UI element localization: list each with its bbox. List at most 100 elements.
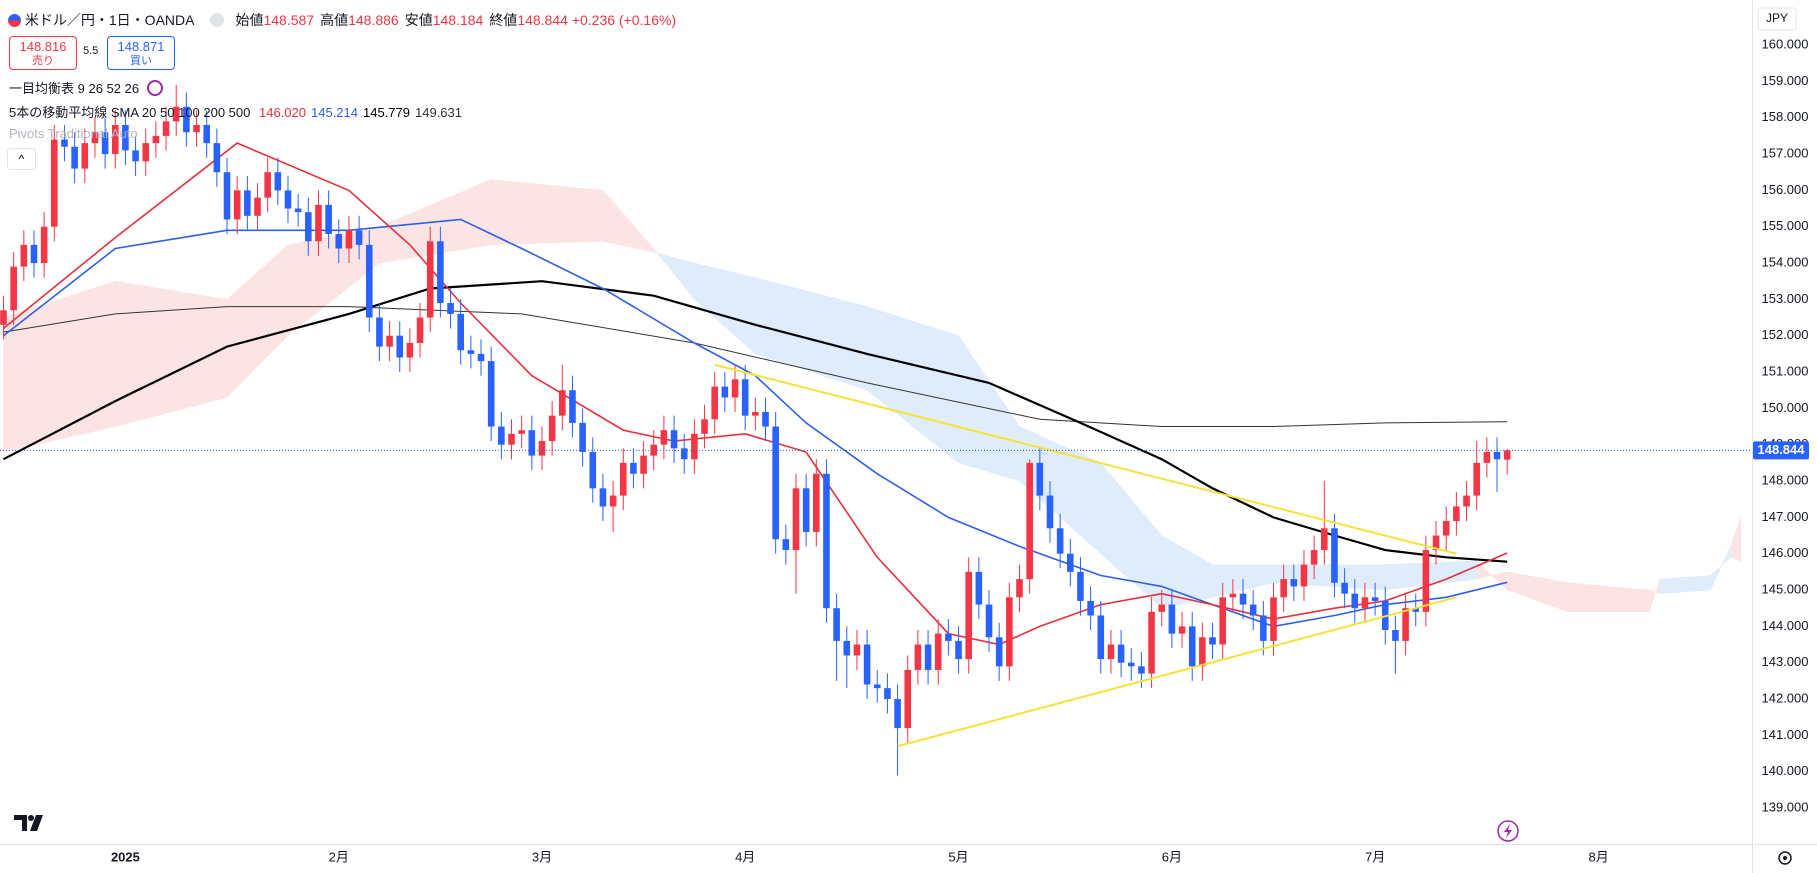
candle-body <box>691 433 698 460</box>
y-tick-label: 157.000 <box>1762 145 1809 160</box>
candle-body <box>1463 495 1470 507</box>
candle-body <box>853 644 861 656</box>
moving-average-line <box>2 280 1508 563</box>
candle-body <box>924 644 932 670</box>
candle-body <box>254 197 261 216</box>
ohlc-label: 安値 <box>404 12 433 28</box>
candle-body <box>345 230 353 249</box>
indicator-pivots[interactable]: Pivots Traditional Auto <box>9 126 138 141</box>
candle-body <box>508 433 515 445</box>
last-price-label: 148.844 <box>1758 442 1806 457</box>
candle-body <box>741 379 749 416</box>
candle-body <box>0 310 7 325</box>
candle-body <box>122 124 129 151</box>
candle-body <box>1168 604 1176 634</box>
refresh-icon[interactable] <box>146 80 163 96</box>
candle-body <box>1199 637 1206 667</box>
candle-body <box>193 124 200 133</box>
y-tick-label: 158.000 <box>1762 109 1809 124</box>
candle-body <box>1300 564 1308 587</box>
candle-body <box>589 451 597 489</box>
sell-price: 148.816 <box>19 39 67 54</box>
currency-box[interactable] <box>1757 7 1797 31</box>
y-tick-label: 155.000 <box>1762 218 1809 233</box>
candle-body <box>945 633 952 641</box>
spread: 5.5 <box>83 45 99 57</box>
buy-price: 148.871 <box>117 39 165 54</box>
candle-body <box>1310 550 1318 565</box>
collapse-button[interactable]: ^ <box>7 148 36 170</box>
x-tick-label: 7月 <box>1365 849 1385 864</box>
plot-area <box>0 85 1752 776</box>
candle-body <box>1026 462 1033 580</box>
candle-body <box>213 143 221 173</box>
candle-body <box>843 640 851 656</box>
candle-body <box>1392 630 1399 641</box>
candle-body <box>1432 535 1440 551</box>
candle-body <box>1503 450 1511 460</box>
y-tick-label: 143.000 <box>1762 654 1809 669</box>
candle-body <box>1341 582 1348 594</box>
candle-body <box>20 244 28 267</box>
candle-body <box>1067 553 1074 572</box>
candle-body <box>1331 528 1338 583</box>
candle-body <box>51 139 58 227</box>
candle-body <box>975 571 983 605</box>
candle-body <box>1270 597 1277 641</box>
candle-body <box>172 106 180 122</box>
symbol[interactable]: 米ドル／円・1日・OANDA <box>24 12 194 28</box>
candle-body <box>30 244 38 264</box>
buy-button[interactable]: 148.871 買い <box>107 36 175 70</box>
cloud-segment <box>755 277 868 391</box>
candle-body <box>1402 608 1409 641</box>
candle-body <box>71 146 78 169</box>
candle-body <box>873 684 881 689</box>
candle-body <box>274 172 282 191</box>
cloud-segment <box>1273 564 1386 591</box>
cloud-segment <box>1161 535 1213 609</box>
candle-body <box>1453 506 1460 522</box>
candle-body <box>1351 593 1359 609</box>
candle-body <box>701 419 708 434</box>
candle-body <box>1239 593 1247 605</box>
candle-body <box>995 637 1003 667</box>
candle-body <box>914 644 922 670</box>
candle-body <box>467 350 475 354</box>
indicator-name: 一目均衡表 <box>9 81 75 96</box>
candle-body <box>1473 462 1480 496</box>
sell-button[interactable]: 148.816 売り <box>9 36 77 70</box>
candle-body <box>162 121 170 136</box>
candle-body <box>376 317 383 347</box>
candle-body <box>1158 604 1166 612</box>
candle-body <box>548 415 556 442</box>
candle-body <box>569 390 576 423</box>
indicator-sma[interactable]: 5本の移動平均線 SMA 20 50 100 200 500 146.020 14… <box>9 102 462 121</box>
y-tick-label: 153.000 <box>1762 291 1809 306</box>
cloud-segment <box>1385 560 1477 591</box>
candle-body <box>894 699 901 729</box>
candle-body <box>487 361 495 427</box>
candle-body <box>1483 451 1491 463</box>
y-tick-label: 160.000 <box>1762 36 1809 51</box>
settings-icon[interactable] <box>1778 851 1792 865</box>
candle-body <box>386 335 393 347</box>
candle-body <box>61 139 68 147</box>
candle-body <box>538 441 546 456</box>
candle-body <box>294 208 302 213</box>
cloud-segment <box>1506 571 1569 613</box>
alert-icon[interactable] <box>1497 820 1519 842</box>
candle-body <box>965 571 972 660</box>
candle-body <box>660 430 668 445</box>
change: +0.236 (+0.16%) <box>571 12 677 28</box>
collapse-icon[interactable] <box>209 13 224 27</box>
candle-body <box>406 342 414 358</box>
y-tick-label: 156.000 <box>1762 182 1809 197</box>
candle-body <box>1280 579 1287 598</box>
indicator-ichimoku[interactable]: 一目均衡表 9 26 52 26 <box>9 78 163 97</box>
cloud-segment <box>1659 575 1711 594</box>
candle-body <box>244 190 251 216</box>
candle-body <box>305 212 312 242</box>
candle-body <box>833 608 840 641</box>
